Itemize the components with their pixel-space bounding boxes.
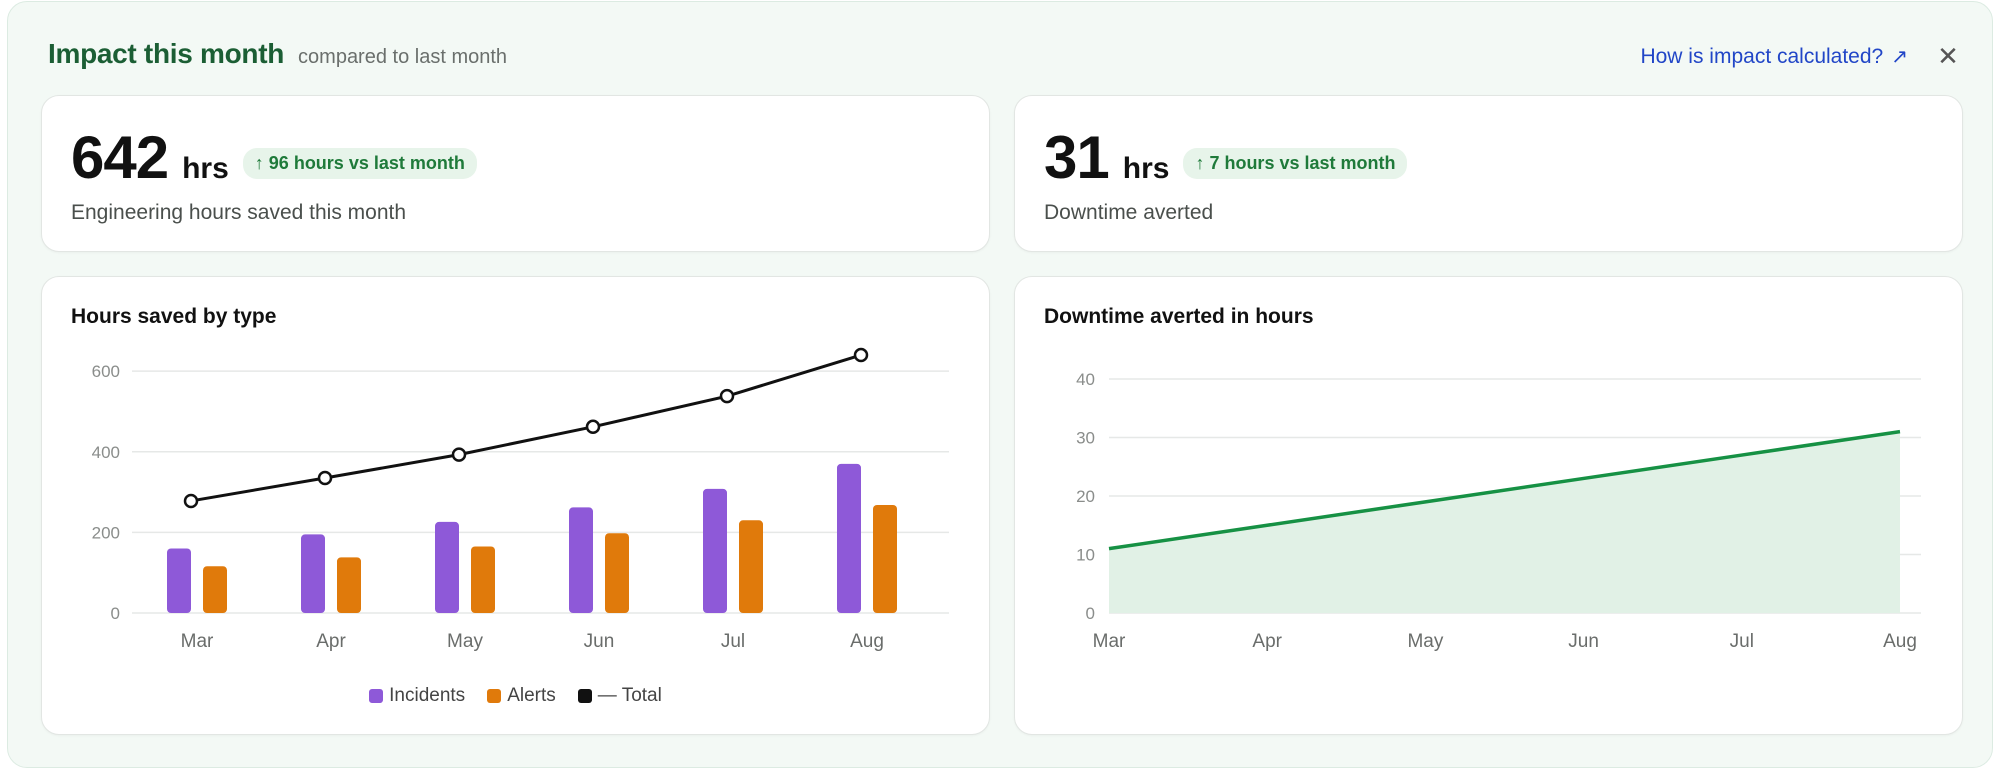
- stat-unit: hrs: [1122, 152, 1170, 185]
- x-tick-label: Mar: [1093, 631, 1126, 652]
- hours-by-type-card: Hours saved by type 0 200 400 600 Mar Apr May J…: [41, 276, 990, 735]
- downtime-chart-card: Downtime averted in hours 0 10 20 30 40 Mar Ap…: [1014, 276, 1963, 735]
- x-tick-label: Aug: [1883, 631, 1917, 652]
- x-tick-label: May: [447, 631, 483, 652]
- chart-legend: Incidents Alerts — Total: [42, 685, 989, 707]
- total-point: [853, 347, 869, 363]
- x-tick-label: Aug: [850, 631, 884, 652]
- bar-incidents: [569, 507, 593, 613]
- total-line: [190, 353, 862, 503]
- x-tick-label: Jun: [1568, 631, 1599, 652]
- downtime-area-chart: 0 10 20 30 40 Mar Apr May Jun Jul Aug: [1076, 370, 1921, 652]
- downtime-area: [1109, 431, 1900, 613]
- panel-title: Impact this month: [48, 38, 285, 69]
- stat-unit: hrs: [182, 152, 229, 185]
- bar-incidents: [703, 488, 727, 613]
- y-tick-label: 600: [92, 362, 120, 381]
- x-tick-label: Jul: [721, 631, 745, 652]
- legend-label: Alerts: [507, 685, 556, 706]
- panel-header: Impact this month compared to last month: [48, 38, 507, 70]
- chart-title: Downtime averted in hours: [1044, 305, 1314, 328]
- legend-item-incidents[interactable]: Incidents: [369, 685, 465, 707]
- stat-value-row: 642 hrs ↑ 96 hours vs last month: [71, 123, 477, 192]
- bar-alerts: [739, 520, 763, 613]
- stat-value: 31: [1044, 124, 1110, 191]
- delta-badge: ↑ 7 hours vs last month: [1183, 148, 1408, 179]
- stat-value-row: 31 hrs ↑ 7 hours vs last month: [1044, 123, 1408, 192]
- bar-alerts: [203, 566, 227, 613]
- bar-incidents: [301, 534, 325, 613]
- total-point: [183, 493, 199, 509]
- impact-help-link[interactable]: How is impact calculated? ↗: [1640, 44, 1908, 69]
- y-tick-label: 200: [92, 523, 120, 542]
- y-tick-label: 400: [92, 443, 120, 462]
- y-tick-label: 0: [1086, 604, 1095, 623]
- legend-swatch-total: [577, 689, 592, 703]
- y-tick-label: 0: [111, 604, 120, 623]
- bar-alerts: [471, 546, 495, 613]
- x-tick-label: Jul: [1730, 631, 1754, 652]
- legend-item-total[interactable]: — Total: [577, 685, 662, 707]
- help-link-label: How is impact calculated?: [1640, 44, 1884, 68]
- chart-title: Hours saved by type: [71, 305, 277, 328]
- y-tick-label: 30: [1076, 429, 1095, 448]
- bar-incidents: [435, 521, 459, 613]
- delta-badge: ↑ 96 hours vs last month: [242, 148, 477, 179]
- y-tick-label: 10: [1076, 546, 1095, 565]
- close-button[interactable]: ✕: [1934, 40, 1962, 71]
- legend-label: Incidents: [389, 685, 466, 706]
- close-icon: ✕: [1937, 40, 1959, 71]
- stat-value: 642: [71, 124, 169, 191]
- total-point: [585, 419, 601, 435]
- arrow-up-right-icon: ↗: [1891, 46, 1908, 68]
- panel-subtitle: compared to last month: [298, 46, 508, 68]
- downtime-line: [1108, 429, 1901, 551]
- total-point: [451, 447, 467, 462]
- total-point: [317, 470, 333, 486]
- stat-label: Engineering hours saved this month: [71, 201, 407, 224]
- legend-label: — Total: [597, 685, 662, 706]
- y-tick-label: 20: [1076, 487, 1095, 506]
- x-tick-label: Mar: [181, 631, 214, 652]
- bar-alerts: [605, 533, 629, 613]
- total-point: [719, 388, 735, 404]
- y-tick-label: 40: [1076, 370, 1095, 389]
- legend-swatch-alerts: [487, 689, 502, 703]
- bar-alerts: [337, 557, 361, 613]
- hours-saved-card: 642 hrs ↑ 96 hours vs last month Enginee…: [41, 95, 990, 252]
- bar-incidents: [837, 463, 861, 613]
- bar-incidents: [167, 548, 191, 613]
- stat-label: Downtime averted: [1044, 201, 1214, 224]
- bar-alerts: [873, 504, 897, 613]
- hours-by-type-chart: 0 200 400 600 Mar Apr May Jun Jul Aug: [92, 347, 949, 652]
- legend-item-alerts[interactable]: Alerts: [487, 685, 556, 707]
- x-tick-label: May: [1407, 631, 1443, 652]
- legend-swatch-incidents: [369, 689, 384, 703]
- x-tick-label: Apr: [316, 631, 346, 652]
- x-tick-label: Jun: [584, 631, 615, 652]
- downtime-averted-card: 31 hrs ↑ 7 hours vs last month Downtime …: [1014, 95, 1963, 252]
- x-tick-label: Apr: [1252, 631, 1282, 652]
